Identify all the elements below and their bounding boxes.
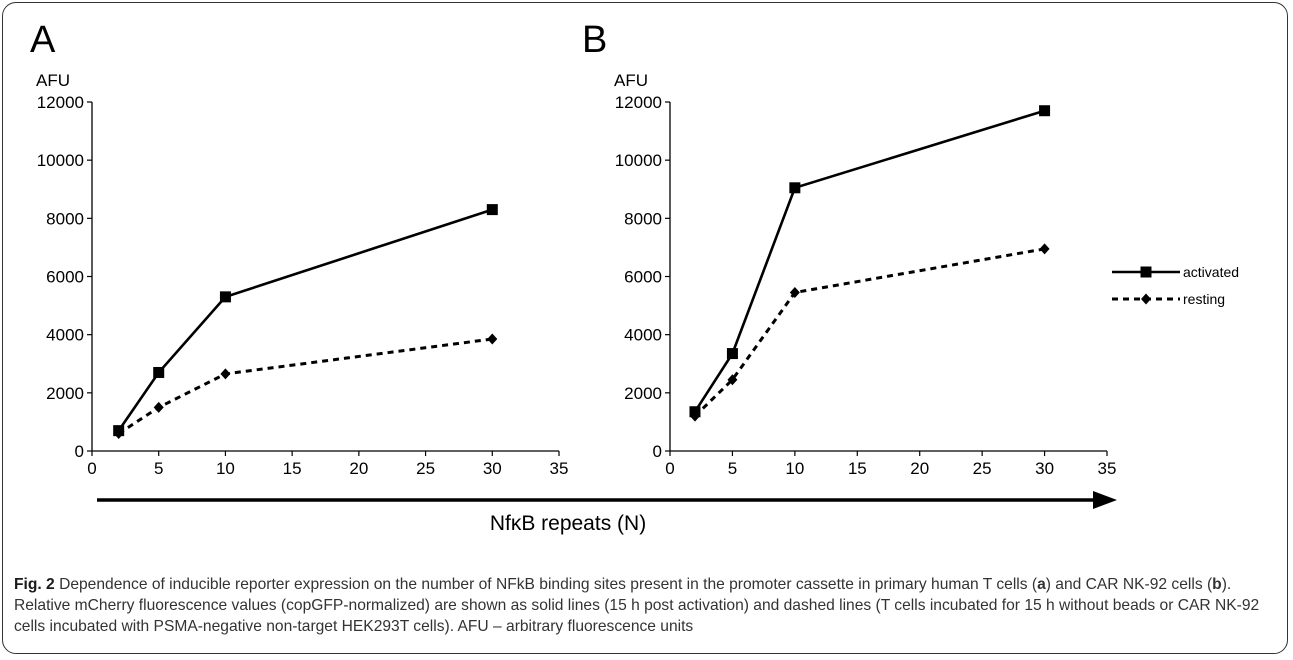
panel-b-x-tick-label: 10	[785, 459, 804, 478]
panel-a-series-activated-point	[219, 291, 231, 303]
panel-a-series-resting-point	[220, 368, 231, 380]
panel-b-series-resting-point	[789, 286, 800, 298]
panel-a-series-resting-line	[117, 337, 493, 435]
panel-b-legend: activated resting	[1112, 264, 1239, 307]
panel-a-y-tick-label: 12000	[37, 93, 84, 112]
panel-a-y-axis-label: AFU	[36, 71, 70, 90]
x-arrow: NfκB repeats (N)	[97, 491, 1117, 535]
caption-fig-label: Fig. 2	[14, 576, 55, 593]
panel-a-x-tick-label: 35	[550, 459, 569, 478]
caption-bold-a: a	[1037, 576, 1046, 593]
panel-b-series-resting-point	[1039, 243, 1050, 255]
panel-a-x-tick-label: 30	[483, 459, 502, 478]
panel-a-x-tick-label: 10	[216, 459, 235, 478]
panel-a-series-resting-point	[487, 333, 498, 345]
panel-a-x-tick-label: 5	[154, 459, 163, 478]
panel-b-y-tick-label: 8000	[624, 209, 662, 228]
panel-a-series-activated-point	[153, 366, 165, 378]
legend-activated-label: activated	[1183, 264, 1239, 280]
legend-activated-marker	[1140, 266, 1152, 278]
panel-a-y-tick-label: 2000	[46, 384, 84, 403]
panel-b-x-tick-label: 15	[848, 459, 867, 478]
panel-b-y-tick-label: 6000	[624, 268, 662, 287]
panel-a-y-tick-label: 8000	[46, 209, 84, 228]
figure-caption: Fig. 2 Dependence of inducible reporter …	[14, 574, 1276, 637]
caption-text-2: ) and CAR NK-92 cells (	[1045, 576, 1213, 593]
panel-b-series-activated-point	[789, 182, 801, 194]
panel-a-y-tick-label: 10000	[37, 151, 84, 170]
panel-b-series-activated-point	[726, 348, 738, 360]
panel-a-x-tick-label: 20	[349, 459, 368, 478]
panel-a-y-tick-label: 0	[75, 442, 84, 461]
panel-a-letter: A	[30, 19, 56, 61]
x-arrow-label: NfκB repeats (N)	[490, 512, 646, 535]
panel-b-series-activated-line	[693, 109, 1045, 413]
panel-b-series-resting-point	[689, 410, 700, 422]
panel-a-x-tick-label: 0	[87, 459, 96, 478]
caption-text-1: Dependence of inducible reporter express…	[54, 576, 1038, 593]
panel-a-series-resting-point	[113, 428, 124, 440]
panel-b-x-tick-label: 30	[1035, 459, 1054, 478]
caption-text-3: ). Relative mCherry fluorescence values …	[14, 576, 1260, 635]
panel-b-y-axis-label: AFU	[614, 71, 648, 90]
panel-b-y-tick-label: 0	[653, 442, 662, 461]
panel-a-series-activated-point	[486, 204, 498, 216]
x-arrow-head	[1093, 491, 1117, 509]
panel-b-y-tick-label: 2000	[624, 384, 662, 403]
panel-b-series-resting-point	[727, 374, 738, 386]
panel-a-y-tick-label: 6000	[46, 268, 84, 287]
panel-b-x-tick-label: 0	[665, 459, 674, 478]
legend-resting-label: resting	[1183, 291, 1225, 307]
panel-b-y-tick-label: 4000	[624, 326, 662, 345]
panel-a-series-resting-point	[153, 401, 164, 413]
panel-b-letter: B	[582, 19, 607, 61]
panel-b-y-tick-label: 12000	[615, 93, 662, 112]
panel-a-y-tick-label: 4000	[46, 326, 84, 345]
panel-b-series-activated-point	[1039, 105, 1051, 117]
panel-a-x-tick-label: 15	[283, 459, 302, 478]
panel-b-series-resting-line	[693, 247, 1045, 418]
panel-b-x-tick-label: 5	[728, 459, 737, 478]
panel-b: B AFU 0 2000 4000 6000 8000 10000 12000 0 5 10 15 20 2…	[582, 19, 1239, 478]
panel-b-y-tick-label: 10000	[615, 151, 662, 170]
panel-a-x-tick-label: 25	[416, 459, 435, 478]
panel-b-x-tick-label: 20	[910, 459, 929, 478]
panel-a-series-activated-line	[117, 208, 493, 432]
panel-b-x-tick-label: 25	[973, 459, 992, 478]
legend-resting-marker	[1141, 293, 1151, 305]
caption-bold-b: b	[1212, 576, 1222, 593]
panel-b-x-tick-label: 35	[1098, 459, 1117, 478]
panel-a: A AFU 0 2000 4000 6000 8000 10000 12000 0 5 10 15 20 2…	[30, 19, 568, 478]
